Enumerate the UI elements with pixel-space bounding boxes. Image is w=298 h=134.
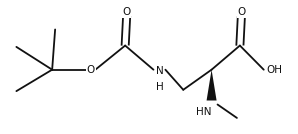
Text: H: H <box>156 82 163 92</box>
Text: O: O <box>87 65 95 75</box>
Polygon shape <box>207 70 217 100</box>
Text: O: O <box>122 7 131 17</box>
Text: OH: OH <box>267 65 283 75</box>
Text: HN: HN <box>196 107 212 117</box>
Text: N: N <box>156 66 163 76</box>
Text: O: O <box>237 7 246 17</box>
